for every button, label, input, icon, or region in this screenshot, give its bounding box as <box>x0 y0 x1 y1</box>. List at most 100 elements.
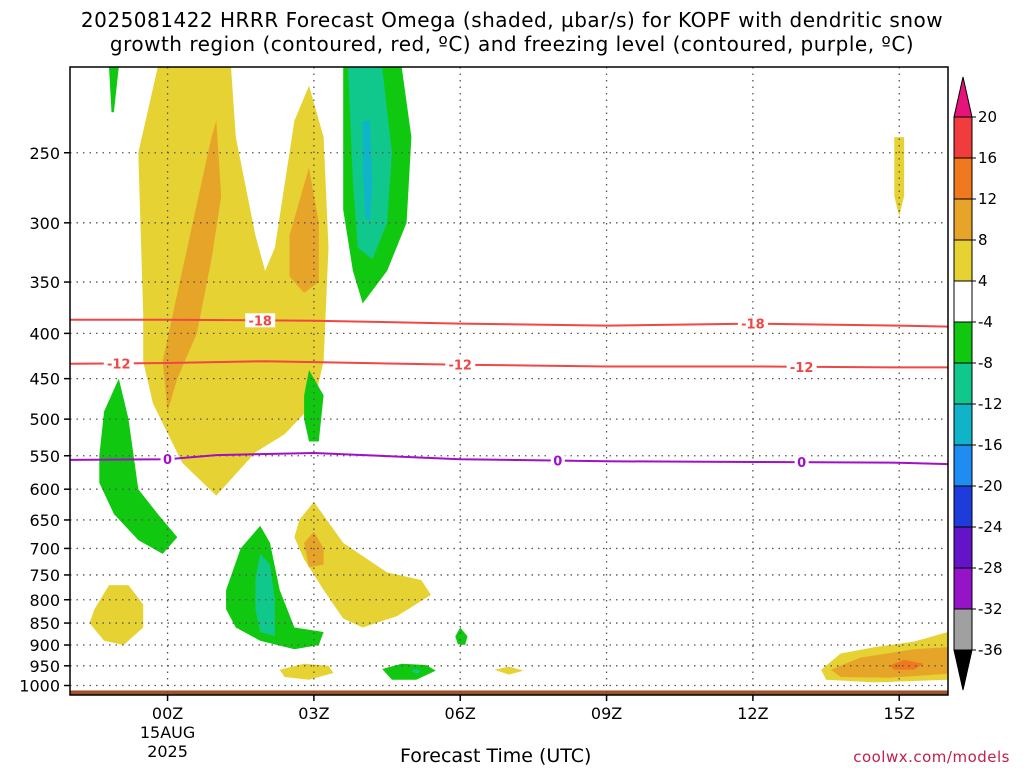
contour-label: -12 <box>448 359 472 374</box>
colorbar-swatch <box>953 362 973 405</box>
colorbar-label: -28 <box>978 559 1003 577</box>
x-tick-label: 06Z <box>445 704 476 723</box>
x-tick-label: 03Z <box>298 704 329 723</box>
terrain-layer <box>70 690 948 695</box>
y-tick-label: 550 <box>29 447 60 466</box>
y-tick-label: 400 <box>29 324 60 343</box>
y-tick-label: 1000 <box>19 677 60 696</box>
omega-region <box>99 378 178 554</box>
colorbar-swatch <box>953 526 973 569</box>
x-tick-label: 12Z <box>737 704 768 723</box>
colorbar-swatch <box>953 157 973 200</box>
omega-region <box>382 663 436 680</box>
contour-label: 0 <box>797 456 806 471</box>
contour-label-bg <box>737 316 768 331</box>
colorbar-label: 4 <box>978 272 988 290</box>
y-tick-label: 950 <box>29 657 60 676</box>
omega-region <box>889 659 924 670</box>
y-tick-label: 350 <box>29 273 60 292</box>
site-credit: coolwx.com/models <box>853 748 1010 766</box>
contour-layer: -18 -18 -12 -12 -12 0 0 0 <box>70 313 948 471</box>
plot-frame <box>69 66 949 696</box>
contour-label: -12 <box>790 361 814 376</box>
omega-shading-layer <box>70 67 948 695</box>
colorbar-label: -20 <box>978 477 1003 495</box>
contour-label: 0 <box>163 453 172 468</box>
y-tick-label: 250 <box>29 144 60 163</box>
colorbar-label: 8 <box>978 231 988 249</box>
grid-layer <box>70 67 948 695</box>
y-tick-label: 850 <box>29 614 60 633</box>
colorbar-swatch <box>953 321 973 364</box>
contour-label: -18 <box>741 318 765 333</box>
colorbar-swatch <box>953 608 973 651</box>
contour-label: -12 <box>107 357 131 372</box>
colorbar-label: -12 <box>978 395 1003 413</box>
y-axis: 250 300 350 400 450 500 550 600 650 700 750 800 850 9… <box>19 144 70 696</box>
contour-label: -18 <box>248 314 272 329</box>
x-tick-label: 09Z <box>591 704 622 723</box>
contour-label-bg <box>445 357 476 372</box>
y-tick-label: 300 <box>29 214 60 233</box>
colorbar-swatch <box>953 239 973 282</box>
colorbar-swatch <box>953 116 973 159</box>
omega-region <box>294 501 431 628</box>
omega-region <box>289 167 319 293</box>
contour-label: 0 <box>553 455 562 470</box>
omega-region <box>455 627 468 645</box>
colorbar-swatch <box>953 444 973 487</box>
contour-label-bg <box>103 356 134 371</box>
chart-title: 2025081422 HRRR Forecast Omega (shaded, … <box>80 8 944 56</box>
omega-region <box>362 120 373 223</box>
omega-region <box>255 553 275 637</box>
y-tick-label: 900 <box>29 636 60 655</box>
contour-label-bg <box>160 452 175 467</box>
colorbar-label: 12 <box>978 190 997 208</box>
colorbar-label: 16 <box>978 149 997 167</box>
omega-region <box>226 525 324 650</box>
omega-region <box>494 666 524 675</box>
contour-label-bg <box>786 359 817 374</box>
omega-region <box>894 137 905 217</box>
contour-line <box>70 451 948 466</box>
colorbar-label: -24 <box>978 518 1003 536</box>
omega-region <box>411 669 422 674</box>
colorbar-label: 20 <box>978 108 997 126</box>
contour-label-bg <box>550 453 565 468</box>
y-tick-label: 700 <box>29 539 60 558</box>
y-tick-label: 750 <box>29 566 60 585</box>
omega-region <box>138 67 329 496</box>
omega-region <box>830 647 948 678</box>
contour-label-bg <box>245 313 276 328</box>
omega-region <box>162 120 222 412</box>
colorbar-over-arrow <box>953 76 973 118</box>
colorbar-swatch <box>953 198 973 241</box>
colorbar-label: -4 <box>978 313 993 331</box>
y-tick-label: 450 <box>29 370 60 389</box>
colorbar-label: -36 <box>978 641 1003 659</box>
colorbar-swatch <box>953 485 973 528</box>
colorbar-under-arrow <box>953 649 973 691</box>
y-tick-label: 600 <box>29 480 60 499</box>
colorbar-swatch <box>953 280 973 323</box>
colorbar-label: -16 <box>978 436 1003 454</box>
x-axis-label: Forecast Time (UTC) <box>400 745 592 767</box>
contour-label-bg <box>794 455 809 470</box>
x-tick-label: 15Z <box>884 704 915 723</box>
y-tick-label: 500 <box>29 410 60 429</box>
ground-bar <box>70 690 948 695</box>
omega-region <box>279 663 334 680</box>
x-tick-year: 2025 <box>147 742 188 761</box>
contour-line <box>70 318 948 328</box>
colorbar: 20 16 12 8 4 -4 -8 -12 -16 -20 -24 -28 -32 -36 <box>953 76 1003 691</box>
colorbar-label: -8 <box>978 354 993 372</box>
omega-region <box>109 67 119 113</box>
x-tick-date: 15AUG <box>140 723 195 742</box>
colorbar-swatch <box>953 567 973 610</box>
y-tick-label: 800 <box>29 591 60 610</box>
y-tick-label: 650 <box>29 511 60 530</box>
x-tick-label: 00Z <box>152 704 183 723</box>
colorbar-swatch <box>953 403 973 446</box>
